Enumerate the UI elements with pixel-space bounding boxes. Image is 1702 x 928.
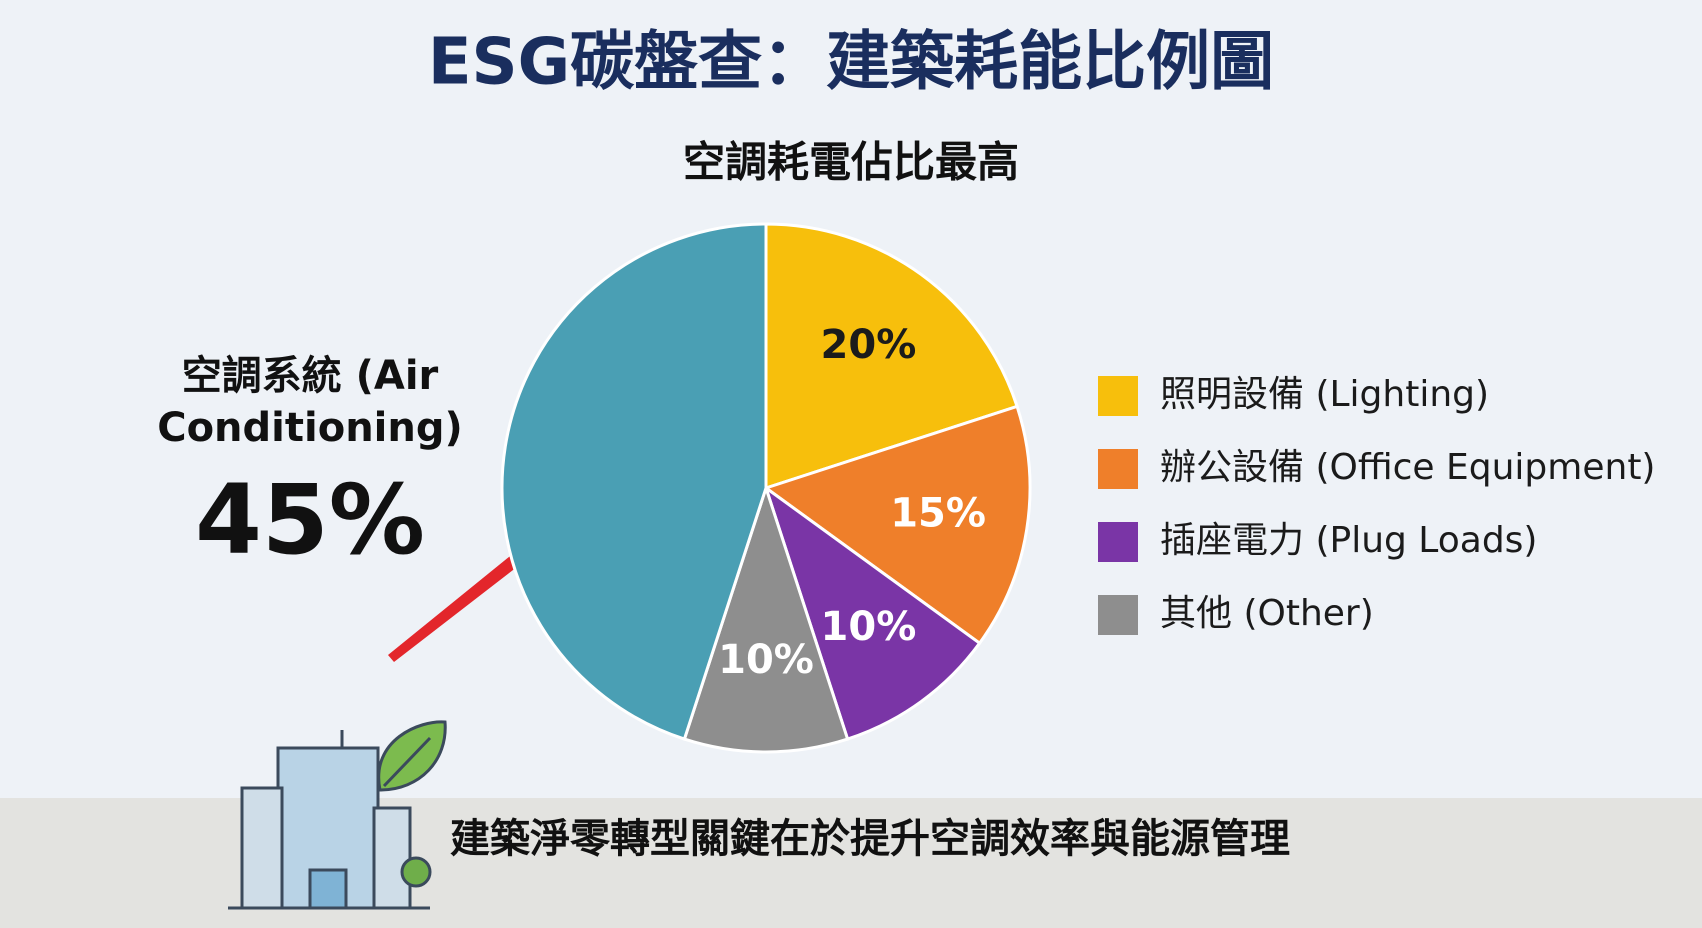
- legend-label: 照明設備 (Lighting): [1160, 374, 1489, 415]
- pie-slice: [762, 404, 1032, 646]
- legend-swatch: [1098, 595, 1138, 635]
- caption: 建築淨零轉型關鍵在於提升空調效率與能源管理: [450, 816, 1290, 862]
- chart-title: ESG碳盤查：建築耗能比例圖: [428, 26, 1274, 100]
- slice-label: 10%: [718, 637, 814, 683]
- pie-slice: [764, 222, 1019, 491]
- pie-slice: [500, 222, 768, 741]
- callout: 空調系統 (Air Conditioning) 45%: [110, 350, 510, 583]
- legend-swatch: [1098, 449, 1138, 489]
- pie-slice: [763, 484, 982, 741]
- legend-swatch: [1098, 376, 1138, 416]
- pie-slice: [682, 483, 850, 754]
- building-icon: [228, 720, 447, 910]
- slice-label: 15%: [890, 490, 986, 536]
- legend-label: 插座電力 (Plug Loads): [1160, 520, 1537, 561]
- callout-value: 45%: [195, 464, 425, 576]
- legend-label: 其他 (Other): [1160, 593, 1374, 634]
- legend-label: 辦公設備 (Office Equipment): [1160, 447, 1655, 488]
- chart-subtitle: 空調耗電佔比最高: [683, 138, 1019, 187]
- callout-label: 空調系統 (Air Conditioning): [157, 353, 463, 451]
- legend-swatch: [1098, 522, 1138, 562]
- slice-label: 20%: [821, 322, 917, 368]
- slice-label: 10%: [821, 604, 917, 650]
